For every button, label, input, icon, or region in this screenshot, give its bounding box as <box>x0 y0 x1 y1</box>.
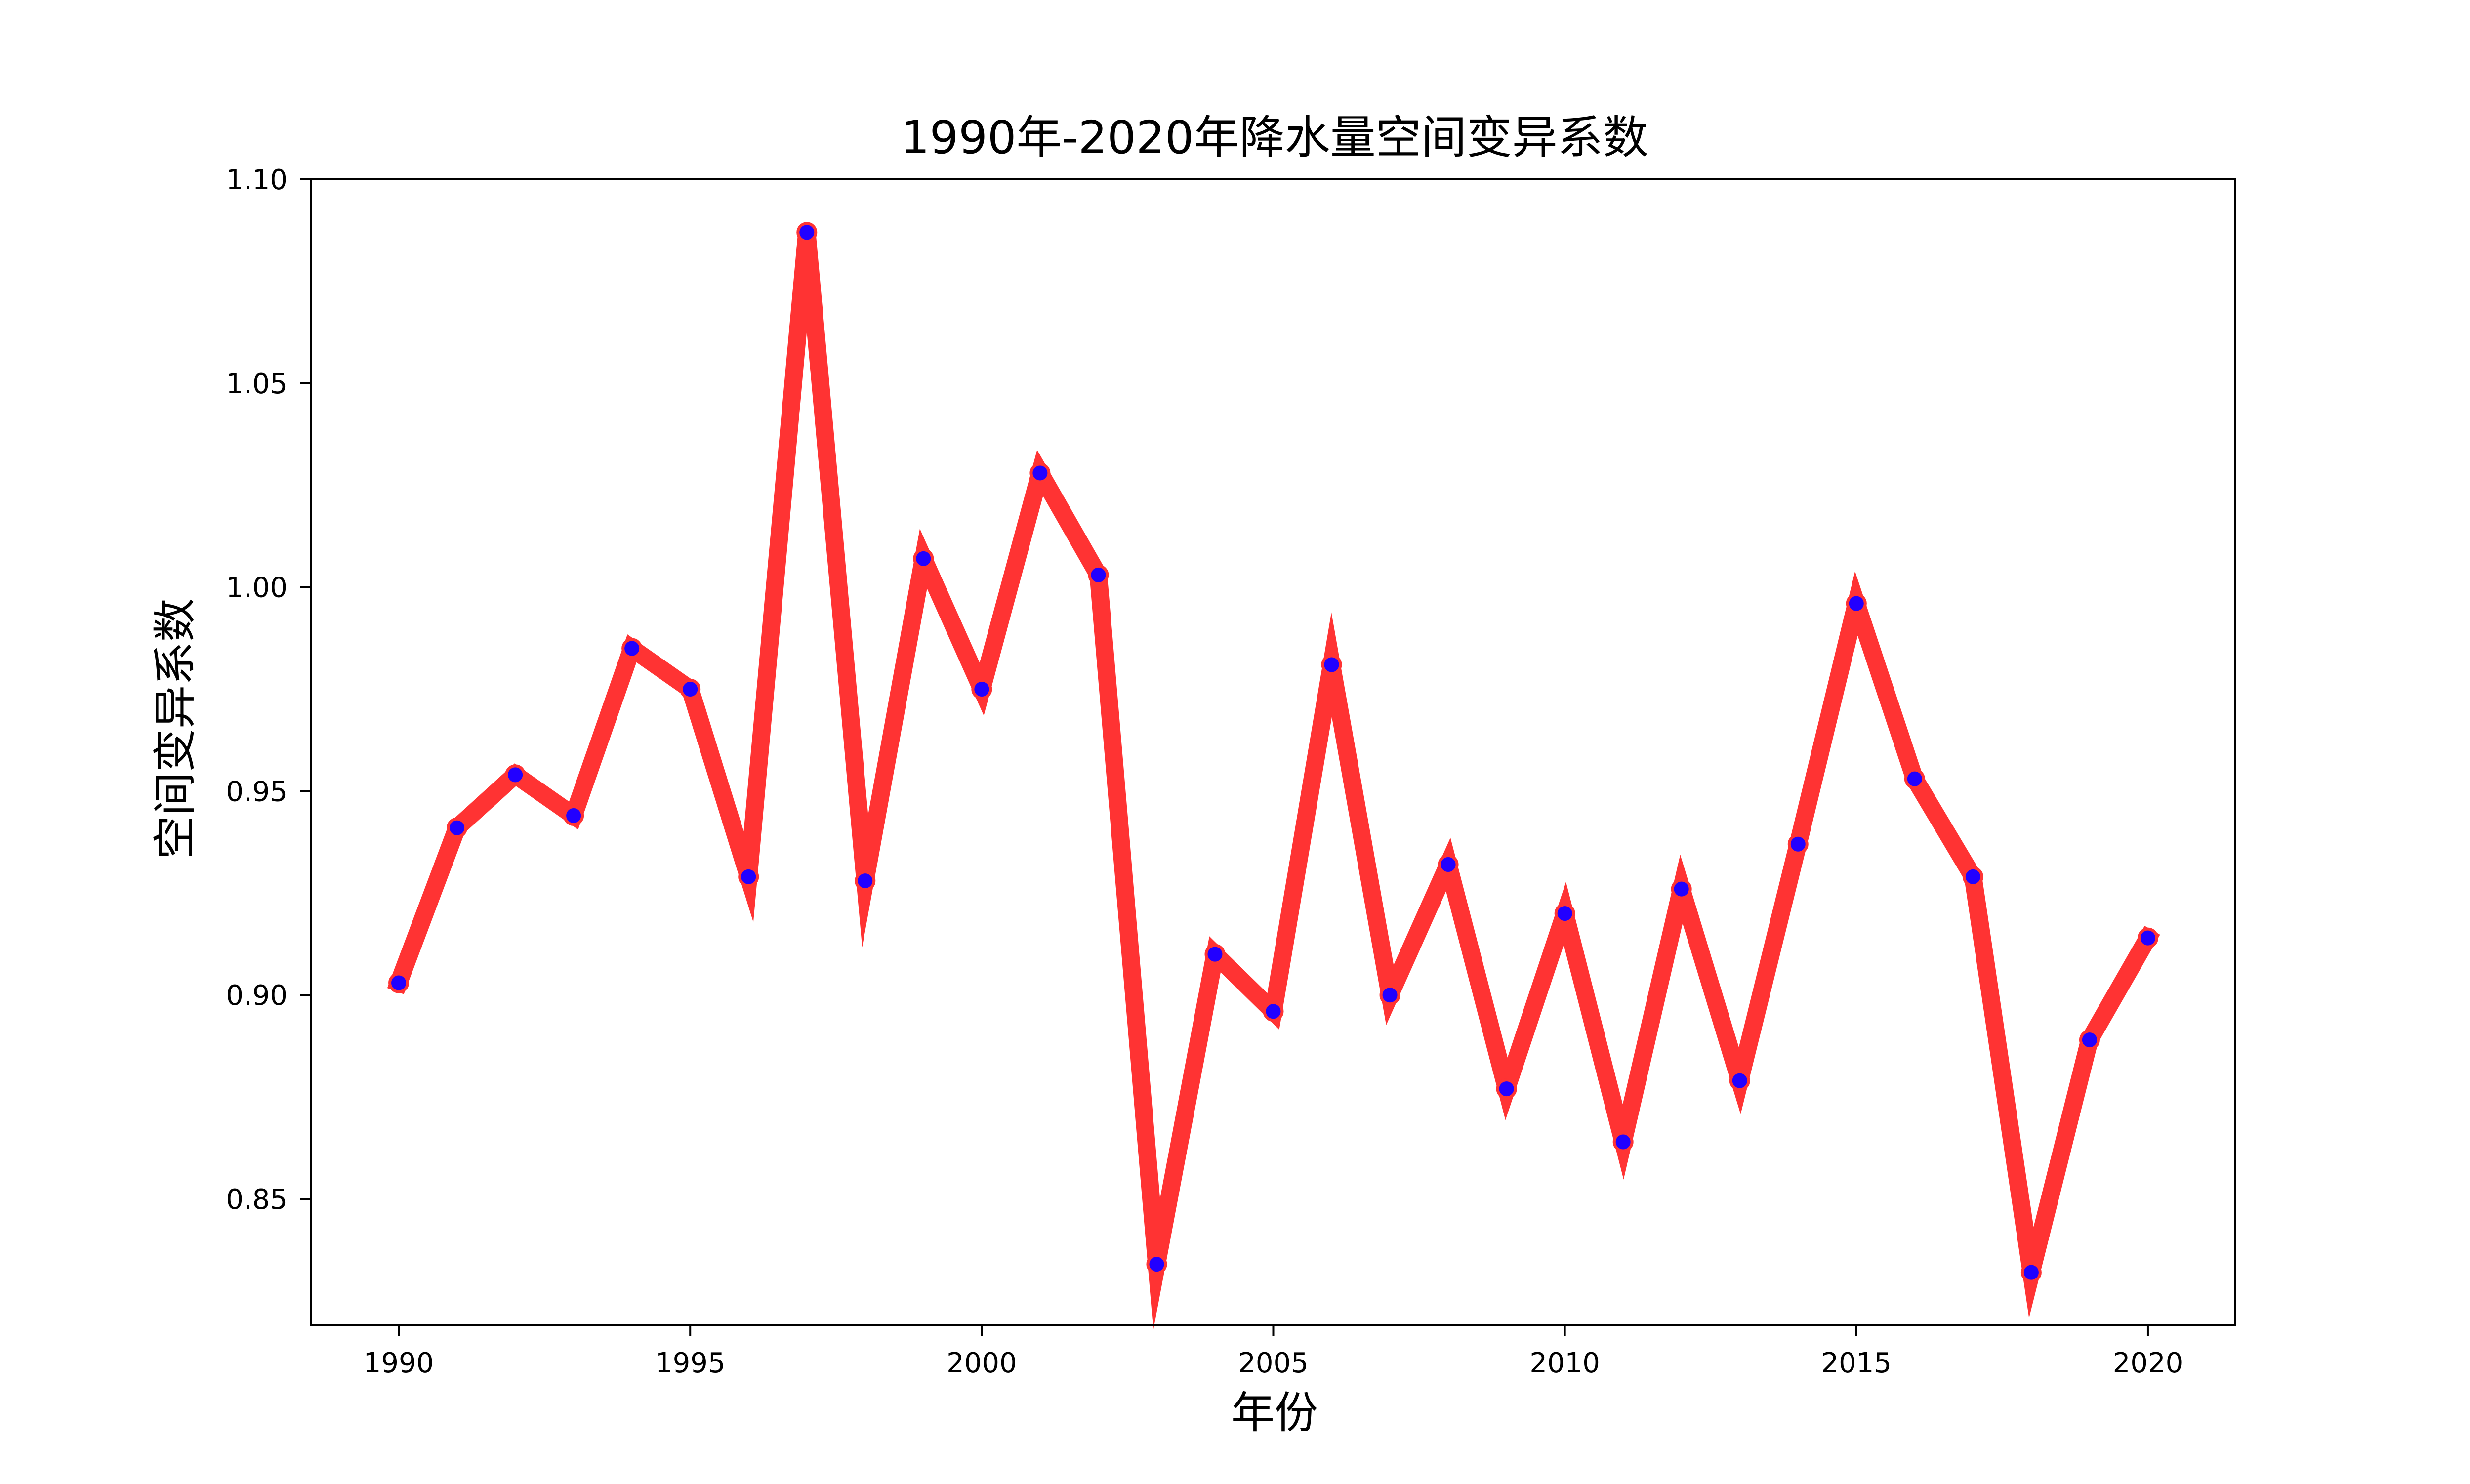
data-point <box>1379 985 1400 1006</box>
data-point <box>1321 654 1342 675</box>
x-tick-label: 2020 <box>2113 1347 2183 1379</box>
x-axis-label: 年份 <box>1231 1387 1318 1438</box>
data-point <box>1204 944 1226 965</box>
y-tick-label: 0.85 <box>226 1184 288 1216</box>
data-point <box>1029 462 1051 484</box>
data-point <box>447 817 468 838</box>
data-point <box>971 679 992 700</box>
y-tick-label: 1.10 <box>226 164 288 196</box>
data-point <box>1146 1254 1167 1275</box>
data-point <box>738 866 759 887</box>
x-tick-label: 2010 <box>1529 1347 1600 1379</box>
data-point <box>505 764 526 785</box>
data-point <box>621 638 643 659</box>
y-tick-label: 1.05 <box>226 368 288 400</box>
data-point <box>855 870 876 892</box>
data-point <box>1612 1131 1634 1153</box>
data-point <box>1962 866 1983 887</box>
data-point <box>563 805 584 826</box>
data-point <box>1263 1001 1284 1022</box>
data-point <box>2137 927 2158 948</box>
data-point <box>1846 593 1867 614</box>
x-tick-label: 1995 <box>655 1347 726 1379</box>
data-point <box>1729 1070 1750 1091</box>
data-point <box>388 972 410 993</box>
y-axis-label: 空间变异系数 <box>150 598 201 859</box>
plot-area <box>387 222 2160 1330</box>
data-point <box>1787 833 1809 855</box>
x-tick-label: 2005 <box>1238 1347 1309 1379</box>
data-point <box>1496 1078 1517 1100</box>
chart-title: 1990年-2020年降水量空间变异系数 <box>901 111 1648 164</box>
data-point <box>1088 564 1109 585</box>
data-point <box>1438 854 1459 875</box>
y-tick-label: 0.95 <box>226 776 288 808</box>
data-point <box>2020 1262 2042 1283</box>
y-tick-label: 1.00 <box>226 572 288 604</box>
data-point <box>913 548 934 569</box>
data-point <box>1671 878 1692 900</box>
data-point <box>680 679 701 700</box>
y-tick-label: 0.90 <box>226 980 288 1012</box>
x-tick-label: 2015 <box>1821 1347 1892 1379</box>
data-point <box>1904 768 1925 789</box>
x-tick-label: 1990 <box>364 1347 434 1379</box>
x-tick-label: 2000 <box>947 1347 1017 1379</box>
data-point <box>1554 903 1575 924</box>
data-point <box>2079 1030 2100 1051</box>
data-point <box>796 222 818 243</box>
